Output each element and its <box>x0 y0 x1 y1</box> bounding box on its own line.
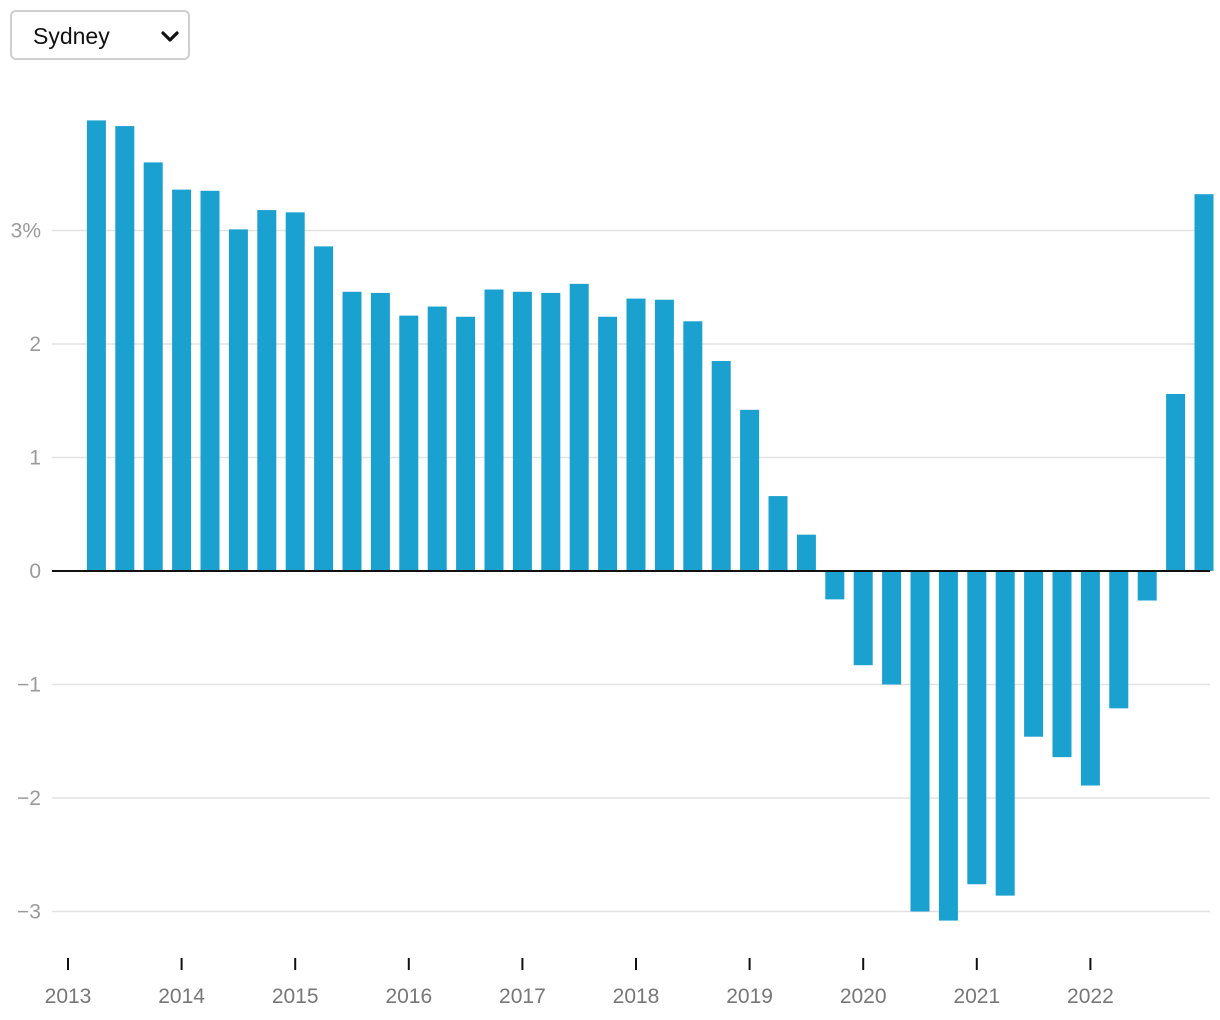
bar <box>768 496 788 571</box>
x-tick-label: 2021 <box>953 985 1000 1008</box>
bar <box>172 189 192 571</box>
chevron-down-icon <box>161 31 179 42</box>
y-tick-label: 2 <box>29 333 41 356</box>
x-tick-label: 2018 <box>613 985 660 1008</box>
region-select[interactable]: Sydney <box>10 10 190 60</box>
region-select-value: Sydney <box>33 23 110 49</box>
bar <box>1166 393 1186 571</box>
x-tick-label: 2020 <box>840 985 887 1008</box>
bar <box>711 361 731 571</box>
bar <box>910 571 930 912</box>
bar <box>257 210 277 571</box>
bar <box>995 571 1015 896</box>
bar <box>1080 571 1100 786</box>
bar <box>1137 571 1157 601</box>
bar <box>228 229 248 572</box>
x-tick-label: 2016 <box>385 985 432 1008</box>
y-tick-label: 0 <box>29 560 41 583</box>
bar <box>484 289 504 571</box>
bar <box>342 291 362 571</box>
bar <box>1024 571 1044 737</box>
bar <box>626 298 646 571</box>
y-tick-label: 3% <box>11 220 41 243</box>
y-tick-label: −3 <box>17 901 41 924</box>
bar <box>654 299 674 571</box>
x-tick-label: 2014 <box>158 985 205 1008</box>
bar <box>853 571 873 666</box>
bar <box>1194 194 1214 571</box>
bar <box>967 571 987 885</box>
bar <box>569 283 589 571</box>
bar <box>370 292 390 571</box>
bar <box>200 190 220 571</box>
y-tick-label: −2 <box>17 787 41 810</box>
bar <box>314 246 334 571</box>
bar <box>598 316 618 571</box>
x-tick-label: 2019 <box>726 985 773 1008</box>
x-tick-label: 2017 <box>499 985 546 1008</box>
bar <box>938 571 958 921</box>
bar <box>285 212 305 571</box>
bar <box>86 120 106 571</box>
x-tick-label: 2022 <box>1067 985 1114 1008</box>
bar <box>541 292 561 571</box>
y-tick-label: 1 <box>29 447 41 470</box>
bar <box>740 409 760 571</box>
bar <box>115 126 135 571</box>
bar <box>427 306 447 571</box>
bar <box>796 534 816 571</box>
bar <box>1052 571 1072 758</box>
bar <box>683 321 703 571</box>
bar <box>399 315 419 571</box>
bar <box>1109 571 1129 709</box>
bar <box>456 316 476 571</box>
x-tick-label: 2013 <box>45 985 92 1008</box>
x-tick-label: 2015 <box>272 985 319 1008</box>
y-tick-label: −1 <box>17 674 41 697</box>
bar <box>882 571 902 685</box>
bar <box>143 162 163 571</box>
bar <box>825 571 845 600</box>
bar <box>512 291 532 571</box>
